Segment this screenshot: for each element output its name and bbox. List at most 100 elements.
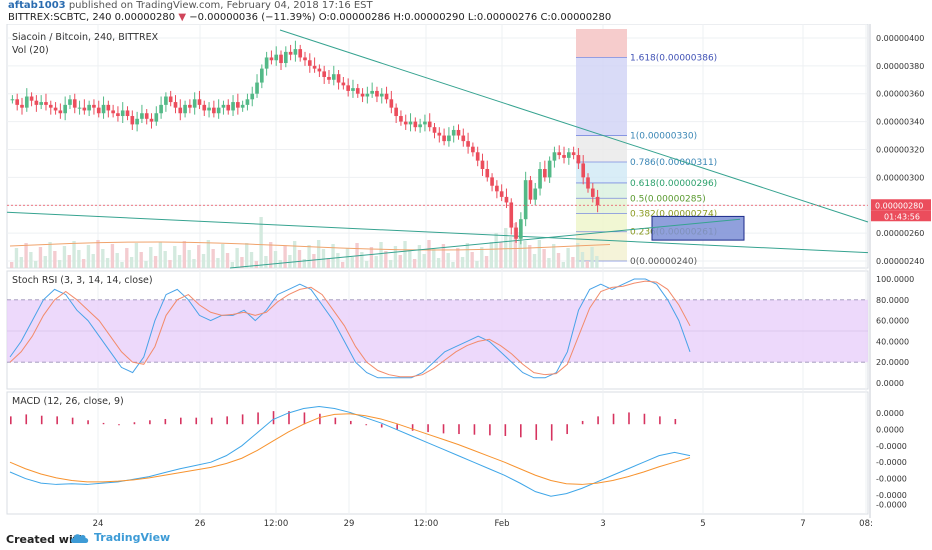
- x-tick-label: 3: [600, 519, 605, 528]
- candle-body: [116, 113, 120, 117]
- candle-body: [475, 152, 480, 161]
- candle-body: [571, 152, 576, 156]
- volume-bar: [398, 255, 402, 268]
- x-tick-label: 08:: [859, 519, 873, 528]
- volume-bar: [480, 247, 484, 268]
- volume-bar: [269, 242, 273, 268]
- candle-body: [245, 99, 250, 105]
- volume-bar: [561, 262, 565, 268]
- chart-footer: Created with TradingView: [0, 528, 932, 550]
- candle-body: [82, 107, 87, 111]
- candle-body: [317, 68, 322, 72]
- volume-bar: [403, 241, 407, 268]
- volume-bar: [115, 253, 119, 268]
- volume-bar: [331, 244, 335, 268]
- candle-body: [533, 188, 538, 200]
- candle-body: [226, 104, 231, 111]
- candle-body: [423, 121, 427, 125]
- volume-bar: [427, 240, 431, 268]
- volume-bar: [384, 251, 388, 268]
- candle-body: [111, 110, 115, 114]
- candle-body: [24, 96, 29, 108]
- volume-bar: [254, 261, 258, 268]
- candle-body: [370, 90, 374, 94]
- candle-body: [590, 188, 595, 197]
- macd-histogram-bar: [550, 424, 553, 441]
- volume-bar: [456, 248, 460, 268]
- chart-canvas[interactable]: 24 26 12:00 29 12:00 Feb 3 5 7 08: 0.00000400 0.000…: [0, 24, 932, 528]
- last-price-tag: [871, 199, 931, 211]
- volume-bar: [518, 232, 522, 268]
- candle-body: [283, 51, 288, 64]
- macd-histogram-bar: [272, 411, 275, 425]
- macd-tick-label: -0.0000: [876, 458, 907, 467]
- volume-bar: [149, 247, 153, 268]
- volume-bar: [499, 242, 503, 268]
- volume-indicator-label: Vol (20): [12, 45, 49, 56]
- candle-body: [331, 74, 336, 80]
- candle-body: [336, 74, 341, 83]
- candle-body: [44, 102, 48, 105]
- volume-bar: [528, 245, 532, 268]
- volume-bar: [576, 243, 580, 268]
- author-link[interactable]: aftab1003: [8, 0, 66, 11]
- volume-bar: [369, 247, 374, 268]
- candle-body: [149, 118, 154, 122]
- candle-body: [15, 99, 20, 105]
- candle-body: [164, 96, 168, 105]
- candle-body: [557, 152, 562, 156]
- candle-body: [125, 110, 130, 117]
- candle-body: [389, 99, 394, 108]
- macd-histogram-bar: [71, 417, 74, 425]
- macd-histogram-bar: [380, 424, 383, 428]
- volume-bar: [446, 253, 450, 268]
- publish-info: aftab1003 published on TradingView.com, …: [8, 0, 373, 12]
- macd-histogram-bar: [535, 424, 538, 440]
- candle-body: [552, 152, 557, 161]
- stoch-tick-label: 100.0000: [876, 275, 914, 284]
- volume-bar: [556, 253, 561, 268]
- volume-bar: [96, 240, 100, 268]
- volume-bar: [139, 252, 143, 268]
- volume-bar: [379, 242, 383, 268]
- macd-histogram-bar: [411, 424, 414, 431]
- macd-tick-label: -0.0000: [876, 442, 907, 451]
- fib-zone-band: [576, 135, 627, 163]
- fib-level-label: 0.382(0.00000274): [630, 210, 717, 220]
- macd-histogram-bar: [226, 416, 228, 425]
- candle-body: [447, 135, 451, 142]
- candle-body: [255, 82, 259, 94]
- macd-histogram-bar: [288, 411, 290, 425]
- volume-bar: [110, 244, 115, 268]
- candle-body: [63, 104, 67, 114]
- macd-histogram-bar: [396, 424, 398, 430]
- volume-bar: [436, 258, 441, 268]
- volume-bar: [336, 253, 340, 268]
- candle-body: [403, 121, 408, 125]
- tradingview-brand[interactable]: TradingView: [70, 531, 170, 544]
- candle-body: [29, 96, 34, 101]
- candle-body: [432, 127, 437, 133]
- candle-body: [68, 99, 72, 105]
- volume-bar: [288, 255, 292, 268]
- fib-zone-band: [576, 182, 627, 199]
- candle-body: [39, 102, 44, 105]
- volume-bar: [585, 261, 589, 268]
- volume-bar: [19, 257, 23, 268]
- candle-body: [519, 219, 523, 239]
- candle-body: [495, 185, 499, 192]
- volume-bar: [221, 244, 225, 268]
- volume-bar: [393, 246, 398, 268]
- candle-body: [442, 135, 446, 142]
- macd-histogram-bar: [520, 424, 522, 438]
- candle-body: [231, 102, 235, 111]
- volume-bar: [101, 249, 105, 268]
- candle-body: [490, 177, 494, 186]
- volume-bar: [129, 257, 134, 268]
- published-text: published on TradingView.com, February 0…: [68, 0, 373, 11]
- candle-body: [106, 104, 111, 111]
- candle-body: [595, 196, 600, 206]
- candle-body: [303, 57, 307, 61]
- candle-body: [307, 60, 312, 66]
- volume-bar: [240, 257, 244, 268]
